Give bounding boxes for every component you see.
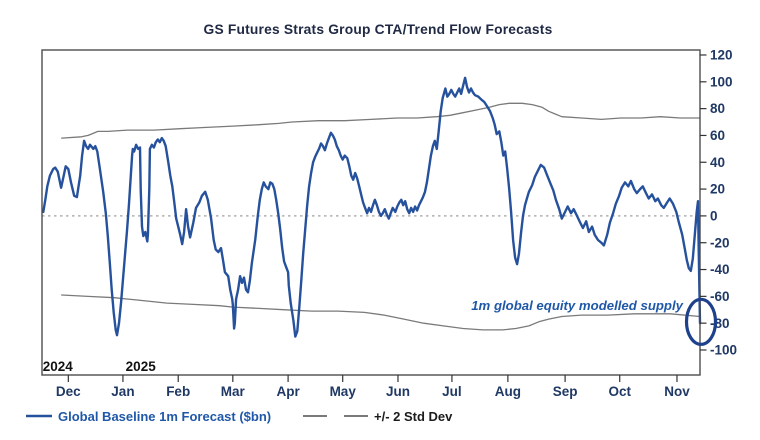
- month-tick-label: Aug: [495, 384, 521, 399]
- forecast-legend-label: Global Baseline 1m Forecast ($bn): [58, 409, 271, 424]
- month-tick-label: Dec: [56, 384, 81, 399]
- y-tick-label: 120: [710, 48, 733, 63]
- y-tick-label: 60: [710, 128, 725, 143]
- stddev-legend-label: +/- 2 Std Dev: [374, 409, 453, 424]
- month-tick-label: Mar: [221, 384, 246, 399]
- month-tick-label: Oct: [608, 384, 631, 399]
- chart-title: GS Futures Strats Group CTA/Trend Flow F…: [204, 22, 553, 37]
- month-tick-label: Nov: [664, 384, 690, 399]
- y-tick-label: 40: [710, 155, 725, 170]
- y-tick-label: 80: [710, 101, 725, 116]
- forecast-line: [42, 76, 702, 338]
- plot-area: 120 100 80 60 40 20 0 -20 -40 -60 -80 -100 Dec Jan Feb…: [41, 48, 737, 399]
- year-label: 2024: [43, 359, 74, 374]
- upper-stddev-line: [61, 102, 701, 139]
- highlight-ellipse: [684, 297, 718, 346]
- month-tick-label: Sep: [553, 384, 578, 399]
- legend: Global Baseline 1m Forecast ($bn) +/- 2 …: [26, 409, 453, 424]
- y-tick-label: 100: [710, 74, 733, 89]
- highlight-overlay: [684, 297, 718, 346]
- y-tick-label: 0: [710, 209, 718, 224]
- y-tick-label: -40: [710, 262, 730, 277]
- y-tick-label: -100: [710, 343, 737, 358]
- month-tick-label: Feb: [166, 384, 190, 399]
- y-tick-label: -60: [710, 289, 730, 304]
- month-tick-label: May: [330, 384, 357, 399]
- y-tick-label: 20: [710, 182, 725, 197]
- annotation-text: 1m global equity modelled supply: [471, 298, 683, 313]
- y-tick-label: -20: [710, 235, 730, 250]
- plot-frame: [41, 49, 701, 376]
- month-tick-label: Jul: [442, 384, 462, 399]
- year-label: 2025: [126, 359, 157, 374]
- lower-stddev-line: [61, 294, 701, 331]
- month-tick-label: Jan: [111, 384, 134, 399]
- month-tick-label: Jun: [386, 384, 410, 399]
- month-tick-label: Apr: [276, 384, 300, 399]
- y-tick-label: -80: [710, 316, 730, 331]
